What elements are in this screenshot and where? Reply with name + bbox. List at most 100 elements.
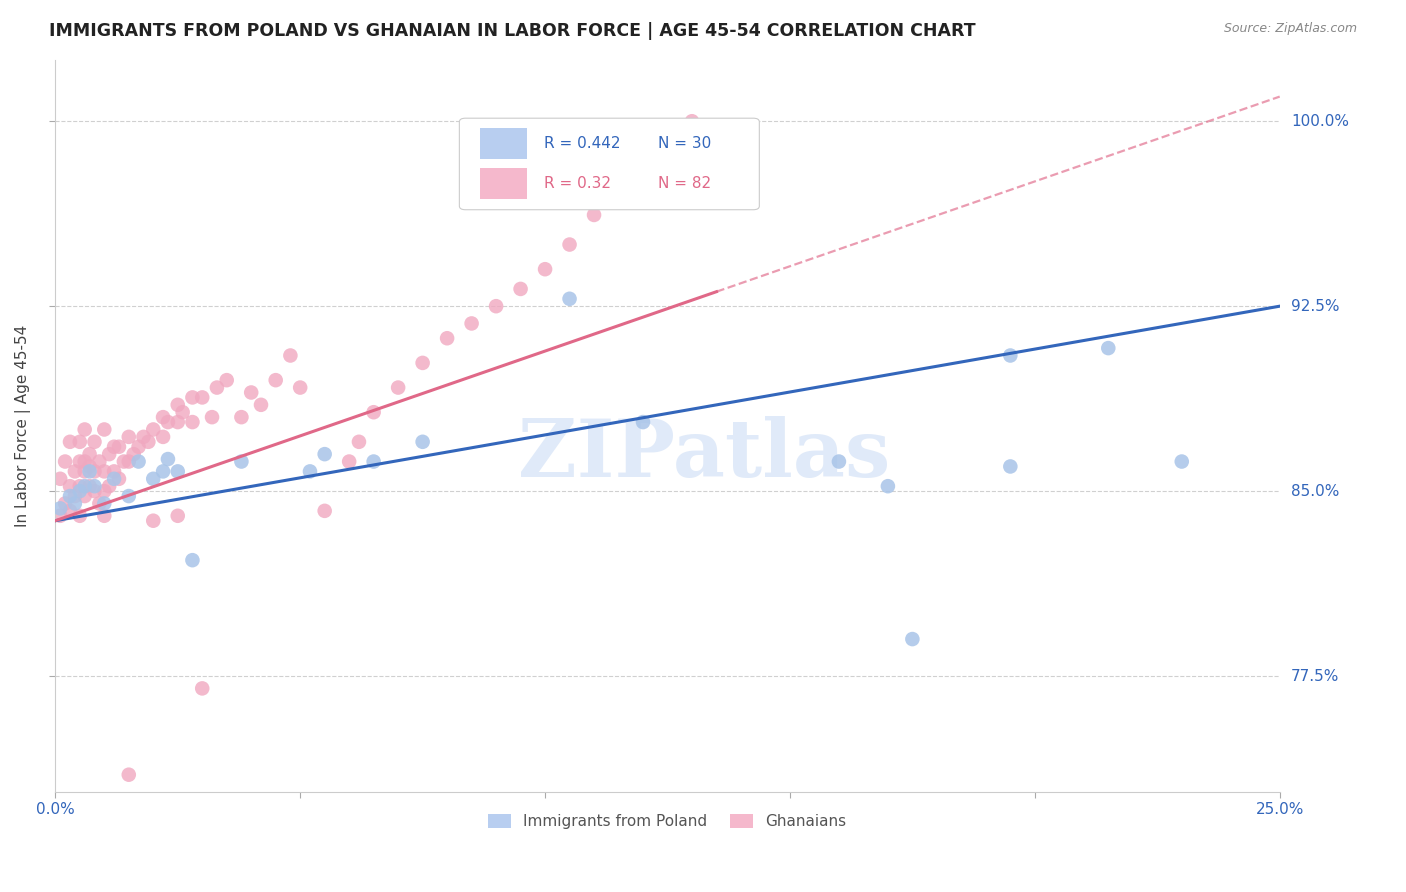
Point (280, 349, 302, 363)
Point (166, 415, 188, 429)
Text: R = 0.32: R = 0.32 (544, 176, 610, 191)
Text: 85.0%: 85.0% (1291, 483, 1339, 499)
Point (69, 484, 91, 499)
Point (118, 489, 141, 503)
FancyBboxPatch shape (460, 118, 759, 210)
Text: N = 82: N = 82 (658, 176, 711, 191)
Point (534, 262, 557, 277)
Text: 77.5%: 77.5% (1291, 669, 1339, 683)
Point (583, 208, 606, 222)
Point (152, 464, 174, 478)
Point (93, 484, 115, 499)
Point (205, 380, 228, 394)
Point (156, 452, 179, 467)
Point (108, 440, 131, 454)
Point (298, 464, 321, 478)
Point (118, 454, 141, 468)
Point (73, 489, 96, 503)
Point (509, 282, 531, 296)
Point (347, 434, 370, 449)
Point (53, 496, 76, 510)
Point (69, 479, 91, 493)
Point (1097, 341, 1119, 355)
Point (201, 410, 224, 425)
Legend: Immigrants from Poland, Ghanaians: Immigrants from Poland, Ghanaians (482, 808, 853, 836)
Point (79, 479, 101, 493)
Point (73, 479, 96, 493)
Point (231, 410, 253, 425)
Point (89, 496, 111, 510)
Point (59, 479, 82, 493)
Point (558, 237, 581, 252)
Point (152, 410, 174, 425)
Point (152, 430, 174, 444)
Point (337, 454, 360, 468)
Point (83, 434, 105, 449)
Point (363, 405, 385, 419)
Point (181, 553, 204, 567)
Point (142, 472, 165, 486)
Point (59, 504, 82, 518)
Point (59, 434, 82, 449)
Point (166, 398, 188, 412)
Text: N = 30: N = 30 (658, 136, 711, 151)
Point (166, 464, 188, 478)
Point (79, 464, 101, 478)
Point (264, 373, 287, 387)
Point (128, 440, 150, 454)
Point (436, 331, 458, 345)
Point (98, 447, 121, 461)
Point (73, 464, 96, 478)
Point (53, 454, 76, 468)
Text: ZIPatlas: ZIPatlas (519, 416, 890, 494)
Point (89, 454, 111, 468)
Point (156, 415, 179, 429)
Point (314, 504, 336, 518)
Bar (481, 128, 527, 159)
Point (93, 464, 115, 478)
Point (250, 398, 273, 412)
Point (485, 299, 508, 313)
Point (314, 447, 336, 461)
Point (93, 508, 115, 523)
Point (103, 472, 125, 486)
Point (93, 496, 115, 510)
Bar (481, 168, 527, 199)
Point (132, 430, 155, 444)
Point (69, 508, 91, 523)
Point (181, 415, 204, 429)
Point (460, 317, 482, 331)
Point (1000, 459, 1022, 474)
Point (118, 767, 141, 781)
Point (877, 479, 900, 493)
Point (63, 464, 86, 478)
Point (215, 373, 238, 387)
Point (231, 454, 253, 468)
Point (138, 434, 160, 449)
Point (79, 459, 101, 474)
Point (69, 434, 91, 449)
Point (103, 440, 125, 454)
Point (118, 430, 141, 444)
Point (73, 454, 96, 468)
Text: Source: ZipAtlas.com: Source: ZipAtlas.com (1223, 22, 1357, 36)
Point (49, 501, 72, 516)
Point (63, 496, 86, 510)
Point (63, 489, 86, 503)
Point (79, 447, 101, 461)
Point (108, 472, 131, 486)
Point (112, 454, 135, 468)
Point (387, 380, 409, 394)
Point (103, 464, 125, 478)
Text: 100.0%: 100.0% (1291, 114, 1348, 128)
Point (166, 508, 188, 523)
Point (128, 454, 150, 468)
Point (901, 632, 924, 646)
Point (83, 464, 105, 478)
Point (142, 514, 165, 528)
Point (631, 415, 654, 429)
Point (93, 422, 115, 436)
Point (122, 447, 145, 461)
Point (631, 163, 654, 178)
Point (607, 183, 630, 197)
